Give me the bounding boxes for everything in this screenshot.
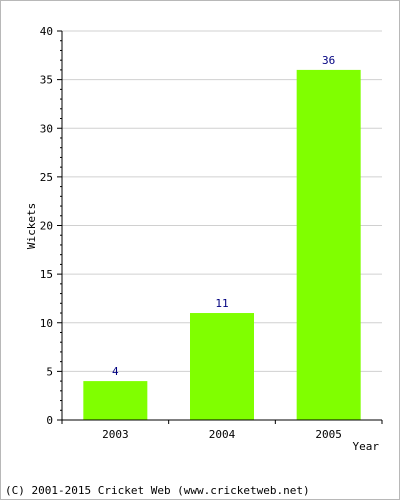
copyright-footer: (C) 2001-2015 Cricket Web (www.cricketwe… <box>5 484 310 497</box>
y-tick-label: 25 <box>40 171 53 184</box>
labels: 4 2003 11 2004 36 2005 0 5 10 15 20 25 30 35 40 Wickets… <box>25 25 379 453</box>
y-tick-label: 30 <box>40 122 53 135</box>
bar-2004 <box>190 313 254 420</box>
y-tick-label: 20 <box>40 220 53 233</box>
y-tick-label: 5 <box>46 365 53 378</box>
data-label: 11 <box>215 297 228 310</box>
y-tick-label: 10 <box>40 317 53 330</box>
y-tick-label: 35 <box>40 74 53 87</box>
x-tick-label: 2004 <box>209 428 236 441</box>
x-tick-label: 2005 <box>315 428 342 441</box>
bar-2003 <box>83 381 148 420</box>
data-label: 36 <box>322 54 335 67</box>
bars <box>83 69 361 421</box>
x-axis-title: Year <box>353 440 380 453</box>
data-label: 4 <box>112 365 119 378</box>
bar-2005 <box>296 69 361 421</box>
y-tick-label: 0 <box>46 414 53 427</box>
x-tick-label: 2003 <box>102 428 129 441</box>
y-tick-label: 15 <box>40 268 53 281</box>
y-axis-title: Wickets <box>25 203 38 249</box>
y-tick-label: 40 <box>40 25 53 38</box>
axes <box>57 30 383 424</box>
grid-lines <box>62 30 382 372</box>
